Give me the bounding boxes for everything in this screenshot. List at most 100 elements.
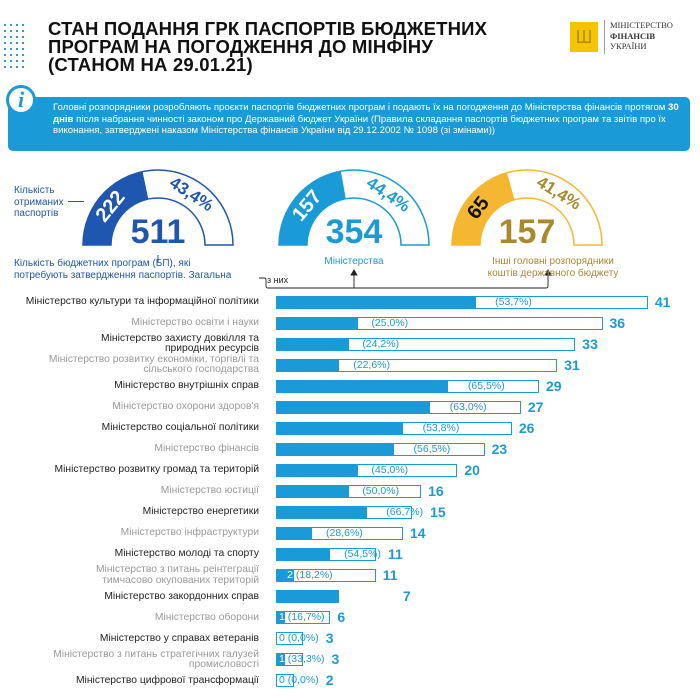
label-line: Міністерство юстиції [160, 485, 259, 497]
bar-total-value: 14 [409, 525, 426, 542]
row-label: Міністерство у справах ветеранів [0, 632, 259, 644]
bar-received [276, 527, 313, 541]
label-line: коштів державного бюджету [487, 267, 619, 279]
row-label: Міністерство внутрішніх справ [0, 380, 259, 392]
bar-total-value: 27 [527, 398, 544, 415]
row-label: Міністерство розвитку громад та територі… [0, 464, 259, 475]
bar-received [276, 590, 340, 604]
bar-received [276, 316, 358, 330]
pointer-line [68, 201, 84, 202]
bar-value-label: 9 (45,0%) [362, 463, 409, 476]
bar-received [276, 337, 349, 351]
label-line: промисловості [188, 658, 259, 670]
bar-value-label: 4 (28,6%) [317, 527, 363, 540]
row-label: Міністерство юстиції [0, 485, 259, 497]
gauge-total: 354 [326, 213, 383, 251]
label-line: Міністерство інфраструктури [120, 527, 259, 539]
bar-value-label: 2 (18,2%) [287, 569, 333, 582]
bar-value-label: 1 (33,3%) [279, 653, 325, 666]
row-label: Міністерство розвитку економіки, торгівл… [0, 353, 259, 376]
bar-received [276, 653, 286, 667]
bar-total-value: 2 [325, 672, 334, 689]
bar-total-value: 36 [609, 314, 626, 331]
label-line: Кількість [14, 185, 55, 196]
row-label: Міністерство закордонних справ [0, 590, 259, 602]
label-line: Міністерство з питань реінтеграції [95, 564, 259, 576]
bar-received [276, 421, 403, 435]
label-line: Міністерство енергетики [142, 506, 259, 518]
info-text-bold: 30 днів [53, 102, 679, 125]
bracket-connector [259, 269, 552, 289]
row-label: Міністерство освіти і науки [0, 317, 259, 328]
bar-value-label: 19 (65,5%) [453, 379, 505, 392]
bar-received [276, 506, 367, 519]
other-managers-description: Інші головні розпорядники коштів державн… [478, 256, 628, 279]
title-line: СТАН ПОДАННЯ ГРК ПАСПОРТІВ БЮДЖЕТНИХ [48, 18, 488, 39]
total-programs-description: Кількість бюджетних програм (БП), які по… [14, 258, 264, 281]
ministry-logo: Ш МІНІСТЕРСТВО ФІНАНСІВ УКРАЇНИ [570, 20, 700, 70]
bar-value-label: 9 (25,0%) [362, 316, 409, 329]
ministries-description: Міністерства [300, 256, 408, 268]
logo-line: УКРАЇНИ [610, 41, 647, 51]
bar-total-value: 7 [402, 588, 411, 605]
logo-line: ФІНАНСІВ [610, 30, 656, 41]
bar-received [276, 295, 476, 309]
title-line: ПРОГРАМ НА ПОГОДЖЕННЯ ДО МІНФІНУ [48, 36, 434, 57]
gauge-fill [279, 171, 346, 245]
label-line: Інші головні розпорядники [492, 256, 614, 267]
bar-value-label: 10 (66,7%) [371, 506, 424, 518]
bar-value-label: 17 (63,0%) [435, 400, 487, 413]
bracket-label: з них [267, 275, 289, 285]
info-banner: Головні розпорядники розробляють проєкти… [8, 97, 690, 151]
label-line: Міністерство розвитку економіки, торгівл… [48, 353, 259, 365]
label-line: Міністерство внутрішніх справ [114, 380, 259, 392]
bar-value-label: 14 (53,8%) [407, 421, 460, 434]
label-line: Міністерство з питань стратегічних галуз… [53, 648, 259, 660]
row-label: Міністерство енергетики [0, 506, 259, 518]
label-line: Міністерство закордонних справ [104, 590, 259, 602]
info-text: після набрання чинності законом про Держ… [53, 113, 666, 137]
logo-divider [604, 20, 605, 54]
bar-total-value: 3 [325, 630, 334, 647]
bar-value-label: 0 (0,0%) [279, 674, 319, 687]
label-line: Міністерство у справах ветеранів [99, 632, 259, 644]
label-line: Міністерство оборони [154, 611, 259, 623]
bar-total [276, 632, 304, 646]
bar-value-label: 13 (56,5%) [398, 442, 451, 455]
bar-value-label: 7 (100,0%) [344, 590, 396, 603]
bar-received [276, 569, 295, 583]
bar-total-value: 11 [387, 546, 403, 563]
bar-value-label: 8 (24,2%) [353, 337, 400, 350]
row-label: Міністерство соціальної політики [0, 422, 259, 434]
gauge-total: 511 [131, 213, 186, 251]
bar-received [276, 548, 331, 562]
row-label: Міністерство культури та інформаційної п… [0, 296, 259, 307]
gauge-total: 157 [499, 213, 556, 251]
row-label: Міністерство з питань стратегічних галуз… [0, 648, 259, 671]
label-line: Міністерство соціальної політики [101, 422, 259, 434]
row-label: Міністерство інфраструктури [0, 527, 259, 539]
bar-total-value: 3 [331, 651, 340, 668]
page-title: СТАН ПОДАННЯ ГРК ПАСПОРТІВ БЮДЖЕТНИХ ПРО… [48, 18, 488, 74]
bar-total [276, 674, 295, 688]
bar-received [276, 358, 340, 372]
label-line: Міністерство цифрової трансформації [75, 674, 259, 686]
gauge-fill [452, 172, 515, 245]
label-line: Міністерства [324, 256, 384, 267]
label-line: Міністерство молоді та спорту [114, 548, 259, 560]
bar-value-label: 6 (54,5%) [335, 548, 381, 561]
bar-total-value: 33 [582, 335, 598, 352]
row-label: Міністерство цифрової трансформації [0, 674, 259, 686]
label-line: Міністерство захисту довкілля та [101, 332, 259, 344]
label-line: Кількість бюджетних програм (БП), які [14, 258, 191, 269]
bar-received [276, 611, 286, 625]
bar-received [276, 463, 358, 477]
bar-total-value: 11 [382, 567, 398, 584]
bar-total-value: 31 [564, 356, 580, 373]
bar-total-value: 41 [654, 293, 671, 310]
bar-value-label: 22 (53,7%) [480, 295, 532, 308]
bar-total-value: 6 [337, 609, 346, 626]
label-line: потребують затвердження паспортів. Загал… [14, 269, 232, 281]
logo-text: МІНІСТЕРСТВО ФІНАНСІВ УКРАЇНИ [610, 20, 673, 52]
